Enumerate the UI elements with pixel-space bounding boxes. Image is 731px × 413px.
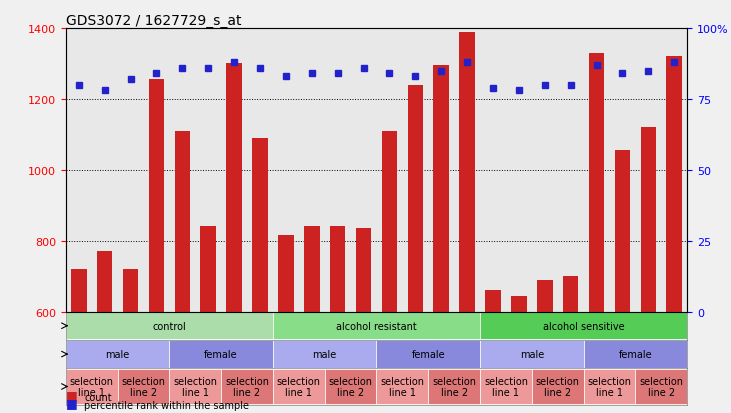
FancyBboxPatch shape <box>583 341 687 368</box>
FancyBboxPatch shape <box>428 369 480 404</box>
FancyBboxPatch shape <box>273 341 376 368</box>
Text: female: female <box>412 349 445 359</box>
Text: selection
line 2: selection line 2 <box>639 376 683 397</box>
Bar <box>588 54 605 312</box>
FancyBboxPatch shape <box>170 369 221 404</box>
Bar <box>304 227 319 312</box>
FancyBboxPatch shape <box>66 369 118 404</box>
FancyBboxPatch shape <box>66 312 273 339</box>
Text: male: male <box>313 349 337 359</box>
Text: selection
line 2: selection line 2 <box>225 376 269 397</box>
Text: selection
line 2: selection line 2 <box>121 376 165 397</box>
FancyBboxPatch shape <box>170 341 273 368</box>
Text: GDS3072 / 1627729_s_at: GDS3072 / 1627729_s_at <box>66 14 241 28</box>
Bar <box>252 138 268 312</box>
Text: selection
line 1: selection line 1 <box>173 376 217 397</box>
FancyBboxPatch shape <box>325 369 376 404</box>
Bar <box>200 227 216 312</box>
Text: male: male <box>105 349 129 359</box>
Bar <box>123 269 138 312</box>
Bar <box>278 236 294 312</box>
FancyBboxPatch shape <box>583 369 635 404</box>
Bar <box>330 227 345 312</box>
Text: control: control <box>153 321 186 331</box>
Text: selection
line 2: selection line 2 <box>536 376 580 397</box>
Bar <box>227 64 242 312</box>
Text: male: male <box>520 349 544 359</box>
Text: selection
line 1: selection line 1 <box>69 376 114 397</box>
Text: percentile rank within the sample: percentile rank within the sample <box>84 400 249 410</box>
FancyBboxPatch shape <box>532 369 583 404</box>
Bar <box>148 80 164 312</box>
FancyBboxPatch shape <box>273 312 480 339</box>
Text: selection
line 1: selection line 1 <box>380 376 425 397</box>
Bar <box>96 252 113 312</box>
Text: selection
line 1: selection line 1 <box>484 376 528 397</box>
Bar <box>615 151 630 312</box>
FancyBboxPatch shape <box>66 341 170 368</box>
Bar <box>408 85 423 312</box>
Bar <box>382 131 397 312</box>
FancyBboxPatch shape <box>376 341 480 368</box>
Text: ■: ■ <box>66 388 77 401</box>
Bar <box>71 269 86 312</box>
Text: count: count <box>84 392 112 402</box>
Bar <box>175 131 190 312</box>
Bar <box>537 280 553 312</box>
Bar <box>485 291 501 312</box>
FancyBboxPatch shape <box>221 369 273 404</box>
Bar <box>640 128 656 312</box>
FancyBboxPatch shape <box>635 369 687 404</box>
Bar <box>459 33 475 312</box>
Bar <box>511 296 526 312</box>
Text: selection
line 2: selection line 2 <box>432 376 476 397</box>
FancyBboxPatch shape <box>480 341 583 368</box>
Bar <box>667 57 682 312</box>
Bar <box>356 229 371 312</box>
Text: alcohol resistant: alcohol resistant <box>336 321 417 331</box>
Text: female: female <box>618 349 652 359</box>
Text: selection
line 1: selection line 1 <box>277 376 321 397</box>
Bar <box>563 276 578 312</box>
Text: alcohol sensitive: alcohol sensitive <box>543 321 624 331</box>
FancyBboxPatch shape <box>480 312 687 339</box>
Text: female: female <box>205 349 238 359</box>
Bar <box>433 66 449 312</box>
Text: selection
line 2: selection line 2 <box>328 376 373 397</box>
FancyBboxPatch shape <box>273 369 325 404</box>
Text: selection
line 1: selection line 1 <box>588 376 632 397</box>
FancyBboxPatch shape <box>376 369 428 404</box>
Text: ■: ■ <box>66 396 77 409</box>
FancyBboxPatch shape <box>118 369 170 404</box>
FancyBboxPatch shape <box>480 369 532 404</box>
